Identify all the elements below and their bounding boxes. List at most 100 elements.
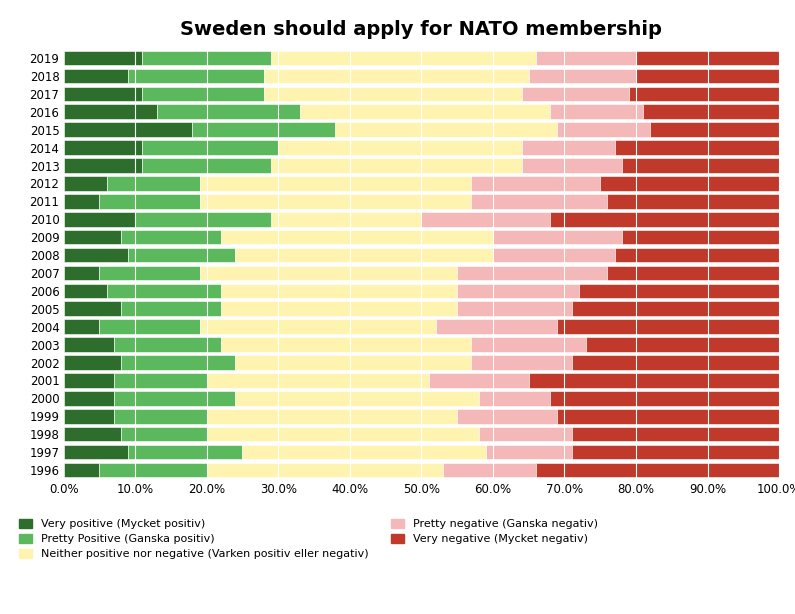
Bar: [271, 158, 522, 173]
Bar: [421, 212, 550, 227]
Bar: [99, 462, 207, 477]
Bar: [557, 409, 779, 424]
Bar: [99, 319, 200, 334]
Bar: [536, 462, 779, 477]
Bar: [64, 409, 114, 424]
Title: Sweden should apply for NATO membership: Sweden should apply for NATO membership: [180, 20, 662, 39]
Bar: [128, 69, 264, 84]
Bar: [550, 391, 779, 406]
Bar: [114, 391, 235, 406]
Bar: [200, 266, 457, 281]
Bar: [235, 391, 479, 406]
Bar: [300, 104, 550, 119]
Bar: [221, 230, 493, 244]
Bar: [64, 301, 121, 316]
Bar: [600, 176, 779, 191]
Bar: [271, 51, 536, 66]
Bar: [221, 284, 457, 298]
Bar: [586, 337, 779, 352]
Bar: [615, 140, 779, 155]
Bar: [242, 445, 486, 459]
Bar: [479, 427, 572, 441]
Bar: [64, 104, 157, 119]
Bar: [114, 409, 207, 424]
Bar: [278, 140, 522, 155]
Bar: [607, 194, 779, 209]
Bar: [64, 212, 135, 227]
Bar: [221, 301, 457, 316]
Bar: [207, 427, 479, 441]
Bar: [493, 230, 622, 244]
Bar: [64, 194, 99, 209]
Bar: [221, 337, 471, 352]
Bar: [572, 445, 779, 459]
Bar: [142, 140, 278, 155]
Bar: [99, 194, 200, 209]
Bar: [64, 230, 121, 244]
Bar: [142, 51, 271, 66]
Bar: [622, 158, 779, 173]
Bar: [636, 51, 779, 66]
Bar: [64, 284, 107, 298]
Bar: [579, 284, 779, 298]
Bar: [629, 87, 779, 101]
Bar: [121, 355, 235, 370]
Bar: [622, 230, 779, 244]
Bar: [557, 122, 650, 137]
Bar: [64, 122, 192, 137]
Bar: [457, 301, 572, 316]
Bar: [522, 140, 615, 155]
Bar: [572, 355, 779, 370]
Bar: [114, 337, 221, 352]
Bar: [135, 212, 271, 227]
Bar: [121, 427, 207, 441]
Bar: [64, 337, 114, 352]
Bar: [436, 319, 557, 334]
Bar: [64, 319, 99, 334]
Bar: [64, 355, 121, 370]
Bar: [572, 301, 779, 316]
Bar: [264, 69, 529, 84]
Bar: [457, 266, 607, 281]
Bar: [64, 158, 142, 173]
Bar: [207, 462, 443, 477]
Bar: [64, 462, 99, 477]
Bar: [522, 87, 629, 101]
Bar: [64, 176, 107, 191]
Bar: [479, 391, 550, 406]
Bar: [64, 247, 128, 262]
Bar: [471, 176, 600, 191]
Bar: [99, 266, 200, 281]
Bar: [471, 355, 572, 370]
Bar: [142, 87, 264, 101]
Bar: [529, 69, 636, 84]
Bar: [235, 355, 471, 370]
Bar: [550, 104, 643, 119]
Bar: [271, 212, 421, 227]
Bar: [64, 87, 142, 101]
Bar: [335, 122, 557, 137]
Bar: [121, 301, 221, 316]
Bar: [264, 87, 522, 101]
Bar: [64, 69, 128, 84]
Bar: [522, 158, 622, 173]
Bar: [636, 69, 779, 84]
Bar: [207, 409, 457, 424]
Bar: [157, 104, 300, 119]
Bar: [457, 284, 579, 298]
Bar: [443, 462, 536, 477]
Bar: [200, 176, 471, 191]
Bar: [107, 176, 200, 191]
Bar: [107, 284, 221, 298]
Bar: [192, 122, 335, 137]
Bar: [486, 445, 572, 459]
Bar: [200, 194, 471, 209]
Bar: [207, 373, 429, 388]
Bar: [200, 319, 436, 334]
Bar: [493, 247, 615, 262]
Bar: [429, 373, 529, 388]
Bar: [235, 247, 493, 262]
Bar: [64, 391, 114, 406]
Bar: [64, 445, 128, 459]
Bar: [650, 122, 779, 137]
